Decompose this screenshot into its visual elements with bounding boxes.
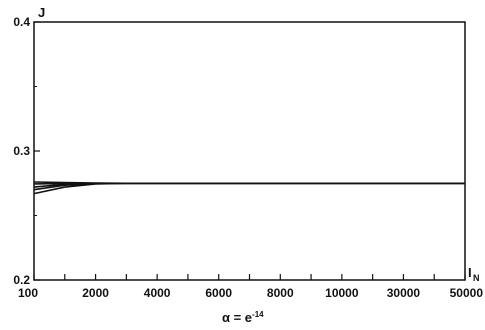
caption: α = e-14 (222, 310, 264, 325)
y-axis-label: J (38, 5, 45, 20)
x-tick-label: 8000 (267, 286, 294, 300)
y-axis-ticks: 0.2 0.3 0.4 (13, 15, 40, 287)
series-line (33, 182, 465, 195)
y-tick-label: 0.4 (13, 15, 30, 29)
series-line (33, 182, 465, 191)
caption-prefix: α = e (222, 310, 252, 325)
x-tick-label: 100 (18, 286, 38, 300)
caption-exponent: -14 (252, 310, 264, 319)
x-axis-label: I (468, 265, 472, 280)
x-tick-label: 50000 (450, 286, 484, 300)
x-axis-label-subscript: N (473, 273, 480, 283)
plot-frame (33, 21, 466, 281)
series-group (33, 181, 465, 195)
x-axis-ticks: 100 2000 4000 6000 8000 10000 30000 50000 (18, 274, 483, 300)
x-tick-label: 30000 (387, 286, 421, 300)
x-tick-label: 4000 (144, 286, 171, 300)
x-tick-label: 10000 (325, 286, 359, 300)
y-tick-label: 0.3 (13, 144, 30, 158)
x-tick-label: 6000 (205, 286, 232, 300)
y-tick-label: 0.2 (13, 273, 30, 287)
series-line (33, 181, 465, 185)
x-tick-label: 2000 (82, 286, 109, 300)
